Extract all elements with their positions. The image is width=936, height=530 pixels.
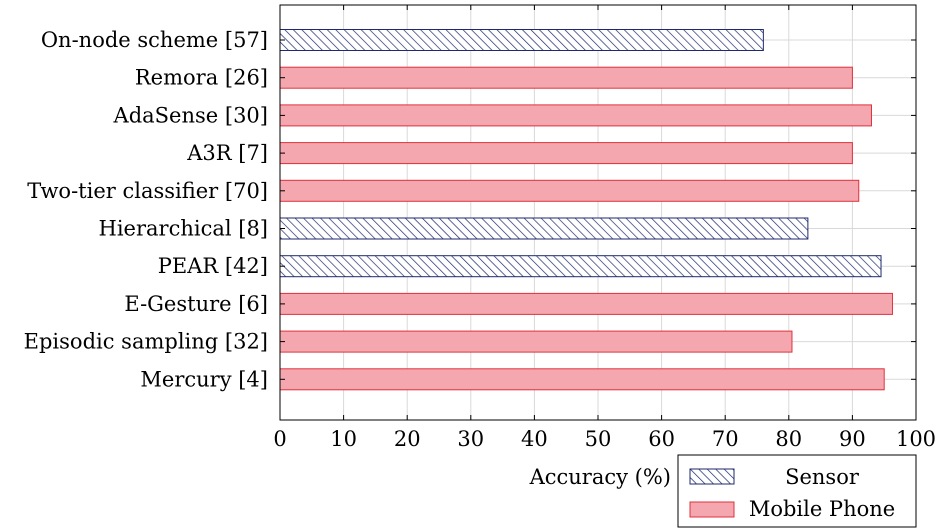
x-tick-label: 50 [585,427,612,451]
bar-mobile-phone [279,104,872,127]
category-label: Episodic sampling [32] [24,330,268,354]
x-tick-label: 30 [457,427,484,451]
bars [279,29,893,391]
category-labels: On-node scheme [57] Remora [26] AdaSense [… [24,28,268,391]
category-label: Two-tier classifier [70] [27,179,268,203]
category-label: Mercury [4] [140,367,268,391]
category-label: On-node scheme [57] [41,28,268,52]
legend-label-sensor: Sensor [785,465,860,489]
x-tick-label: 0 [273,427,286,451]
bar-sensor [279,29,764,51]
bar-mobile-phone [279,292,893,315]
category-label: Remora [26] [135,66,268,90]
x-tick-label: 80 [775,427,802,451]
bar-sensor [279,255,882,278]
bar-mobile-phone [279,66,853,89]
legend: Sensor Mobile Phone [677,454,917,528]
bar-mobile-phone [279,330,793,353]
x-tick-label: 60 [648,427,675,451]
x-tick-labels: 0 10 20 30 40 50 60 70 80 90 100 [273,427,936,451]
category-label: PEAR [42] [158,254,268,278]
category-label: A3R [7] [186,141,268,165]
category-label: AdaSense [30] [113,103,268,127]
x-tick-label: 70 [712,427,739,451]
x-tick-label: 90 [839,427,866,451]
legend-swatch-sensor [689,468,735,485]
bar-mobile-phone [279,368,885,391]
bar-mobile-phone [279,179,860,202]
category-label: E-Gesture [6] [124,292,268,316]
bar-mobile-phone [279,142,853,165]
bar-sensor [279,217,809,240]
x-tick-label: 100 [896,427,936,451]
legend-label-mobile-phone: Mobile Phone [749,497,895,521]
legend-swatch-mobile-phone [689,501,735,518]
ticks [279,5,917,420]
x-tick-label: 10 [330,427,357,451]
x-tick-label: 20 [394,427,421,451]
x-tick-label: 40 [521,427,548,451]
category-label: Hierarchical [8] [99,217,268,241]
x-axis-title: Accuracy (%) [529,465,671,489]
